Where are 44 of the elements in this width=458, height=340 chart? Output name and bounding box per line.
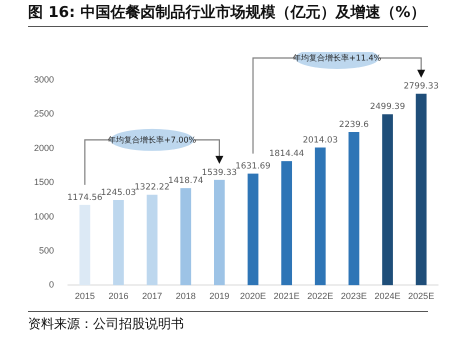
bar (79, 204, 90, 286)
x-tick-label: 2017 (142, 291, 162, 302)
x-tick-label: 2025E (408, 291, 434, 302)
data-label: 1322.22 (134, 182, 170, 193)
x-tick-label: 2016 (108, 291, 128, 302)
bar (314, 147, 326, 286)
x-tick-label: 2015 (74, 291, 95, 302)
data-label: 1418.74 (168, 176, 204, 186)
y-tick-label: 1000 (34, 211, 54, 222)
x-tick-label: 2019 (209, 291, 230, 302)
x-tick-label: 2022E (307, 291, 334, 302)
x-tick-label: 2024E (374, 291, 401, 302)
text: 资料来源：公司招股说明书 (28, 311, 428, 333)
y-tick-label: 2500 (34, 108, 54, 119)
data-label: 1814.44 (269, 149, 304, 160)
x-tick-label: 2021E (274, 291, 300, 302)
bar (113, 200, 124, 286)
data-label: 2799.33 (404, 82, 439, 92)
bar (382, 114, 393, 286)
y-tick-label: 2000 (34, 142, 54, 153)
x-tick-label: 2018 (176, 291, 196, 302)
annotation: 年均复合增长率+7.00% (108, 134, 196, 146)
bar (146, 194, 158, 286)
x-tick-label: 2020E (240, 291, 266, 302)
data-label: 2499.39 (370, 102, 406, 112)
bar (348, 132, 360, 286)
y-tick-label: 3000 (34, 74, 54, 84)
data-label: 1245.03 (100, 188, 136, 198)
chart-title: 图 16: 中国佐餐卤制品行业市场规模（亿元）及增速（%） (28, 2, 428, 27)
data-label: 1539.33 (202, 168, 237, 178)
x-tick-label: 2023E (340, 291, 367, 302)
bar (180, 188, 192, 286)
data-label: 1174.56 (67, 192, 102, 203)
y-tick-label: 0 (49, 280, 54, 290)
bar (281, 161, 292, 286)
y-tick-label: 500 (38, 245, 54, 256)
y-tick-label: 1500 (34, 177, 54, 188)
data-label: 2239.6 (339, 120, 369, 130)
text: 年均复合增长率+11.4% (293, 52, 382, 64)
bar (416, 94, 427, 286)
data-label: 1631.69 (235, 162, 271, 172)
bar (248, 174, 258, 286)
data-label: 2014.03 (302, 135, 338, 146)
bar (214, 180, 225, 286)
